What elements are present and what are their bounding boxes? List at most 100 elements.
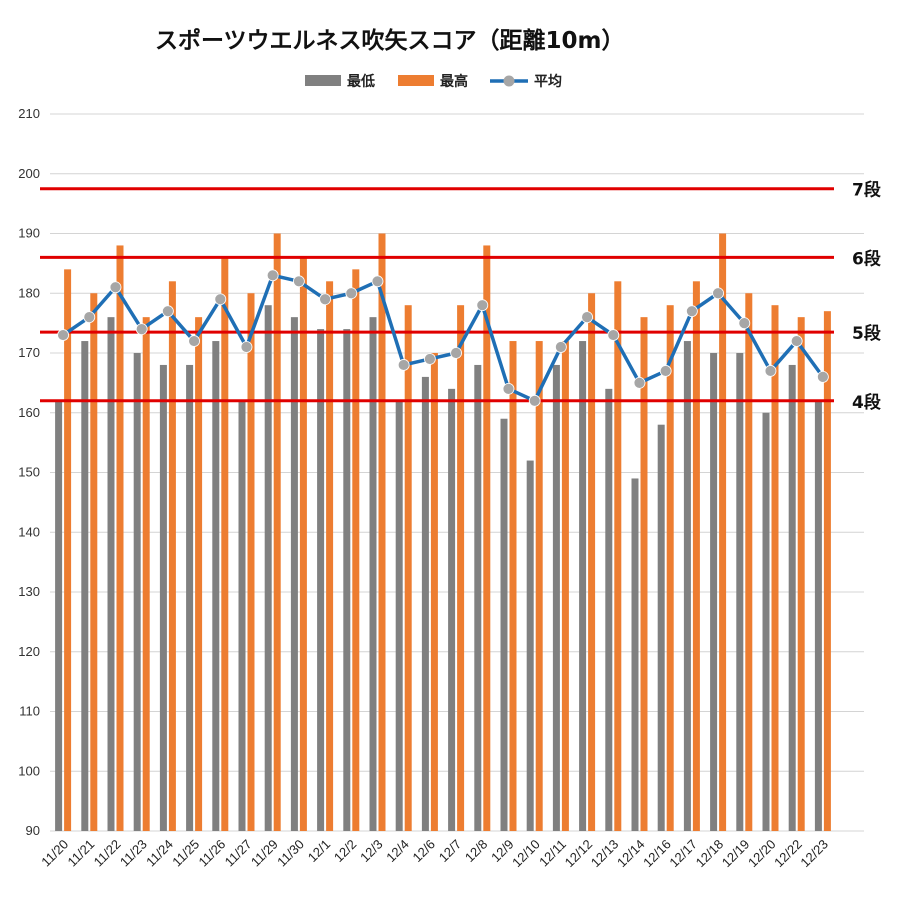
legend-swatch-max — [398, 75, 434, 86]
x-tick-label: 12/2 — [331, 837, 360, 866]
x-tick-label: 11/21 — [64, 837, 97, 870]
reference-line-label: 6段 — [852, 248, 881, 269]
average-point — [266, 269, 279, 282]
average-point — [57, 329, 69, 341]
bar-max — [614, 281, 622, 831]
reference-lines: 7段 6段 5段 4段 — [40, 180, 881, 413]
bar-max — [666, 305, 674, 831]
x-tick-label: 12/12 — [562, 837, 596, 871]
grid-lines — [50, 113, 864, 832]
legend-swatch-avg-marker — [503, 75, 515, 87]
average-point — [450, 347, 463, 359]
bar-min — [788, 364, 796, 831]
bar-min — [605, 388, 613, 831]
x-tick-label: 12/10 — [509, 837, 543, 871]
bar-min — [264, 305, 272, 831]
bar-max — [588, 293, 596, 831]
average-point — [188, 335, 201, 347]
bar-min — [421, 376, 429, 831]
average-line — [57, 269, 829, 407]
legend: 最低 最高 平均 — [305, 73, 562, 90]
bar-min — [159, 364, 167, 831]
bar-max — [299, 257, 307, 831]
average-point — [161, 305, 174, 318]
x-tick-label: 12/8 — [462, 837, 491, 866]
bar-max — [771, 305, 779, 831]
average-point — [476, 299, 489, 312]
average-line-path — [62, 273, 825, 403]
bar-min — [762, 412, 770, 831]
bar-min — [395, 400, 403, 831]
bar-max — [797, 317, 805, 831]
y-tick-label: 110 — [19, 704, 40, 719]
bar-max — [142, 317, 150, 831]
y-tick-label: 180 — [18, 285, 40, 300]
average-point — [738, 317, 751, 330]
y-tick-label: 140 — [18, 524, 40, 539]
bar-min — [133, 353, 141, 831]
average-point — [135, 323, 148, 336]
bar-min — [238, 400, 246, 831]
bar-max — [352, 269, 360, 832]
bar-max — [561, 341, 569, 831]
x-tick-label: 12/13 — [588, 837, 622, 871]
x-tick-label: 11/24 — [143, 837, 176, 870]
bar-max — [404, 305, 412, 831]
average-point — [345, 287, 358, 300]
legend-label-max: 最高 — [440, 73, 468, 90]
bar-min — [81, 341, 89, 831]
average-point — [790, 335, 803, 347]
bar-min — [107, 317, 115, 831]
x-tick-label: 12/16 — [640, 837, 674, 871]
y-tick-label: 120 — [18, 644, 40, 659]
bar-max — [90, 293, 98, 831]
bar-max — [116, 245, 124, 831]
x-tick-label: 12/6 — [410, 837, 439, 866]
bar-min — [657, 424, 665, 831]
average-point — [292, 275, 305, 288]
x-tick-label: 11/26 — [195, 837, 228, 870]
bar-max — [64, 269, 72, 832]
bar-max — [247, 293, 255, 831]
x-tick-label: 11/29 — [248, 837, 281, 870]
average-point — [686, 305, 698, 318]
y-tick-label: 170 — [18, 345, 40, 360]
bar-min — [212, 341, 220, 831]
legend-label-avg: 平均 — [534, 73, 562, 90]
bar-max — [640, 317, 648, 831]
average-point — [397, 359, 410, 371]
average-point — [502, 382, 515, 395]
y-tick-label: 190 — [18, 226, 40, 241]
average-point — [764, 365, 777, 377]
x-tick-label: 12/22 — [771, 837, 805, 871]
x-tick-label: 12/1 — [305, 837, 334, 866]
bar-min — [317, 329, 325, 831]
bar-max — [745, 293, 753, 831]
average-point — [659, 365, 672, 377]
average-point — [712, 287, 724, 300]
bar-max — [195, 317, 203, 831]
average-point — [371, 275, 384, 288]
bar-max — [326, 281, 334, 831]
bar-max — [719, 233, 727, 831]
y-tick-label: 90 — [26, 823, 40, 838]
bar-max — [692, 281, 700, 831]
bar-max — [535, 341, 543, 831]
bar-max — [430, 353, 438, 831]
bar-min — [579, 341, 587, 831]
x-tick-label: 12/20 — [745, 837, 779, 871]
average-point — [817, 370, 829, 383]
bar-max — [823, 311, 831, 831]
average-point — [607, 329, 620, 341]
bar-min — [631, 478, 639, 831]
average-point — [214, 293, 227, 306]
y-tick-label: 210 — [18, 106, 40, 121]
y-tick-label: 130 — [18, 584, 40, 599]
x-tick-label: 12/11 — [536, 837, 569, 870]
x-tick-label: 12/3 — [357, 837, 386, 866]
average-point — [109, 281, 122, 294]
bar-max — [168, 281, 176, 831]
bar-min — [736, 353, 744, 831]
